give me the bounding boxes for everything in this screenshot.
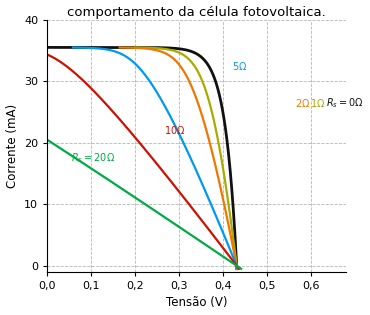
Text: $2\Omega$: $2\Omega$ xyxy=(295,97,310,109)
Title: comportamento da célula fotovoltaica.: comportamento da célula fotovoltaica. xyxy=(67,6,326,19)
Text: $1\Omega$: $1\Omega$ xyxy=(310,97,325,109)
Text: $R_s= 0\Omega$: $R_s= 0\Omega$ xyxy=(326,96,364,110)
Text: $5\Omega$: $5\Omega$ xyxy=(232,60,247,72)
Text: $10\Omega$: $10\Omega$ xyxy=(164,124,185,136)
X-axis label: Tensão (V): Tensão (V) xyxy=(166,296,227,309)
Text: $R_s= 20\Omega$: $R_s= 20\Omega$ xyxy=(71,151,115,165)
Y-axis label: Corrente (mA): Corrente (mA) xyxy=(6,104,18,188)
